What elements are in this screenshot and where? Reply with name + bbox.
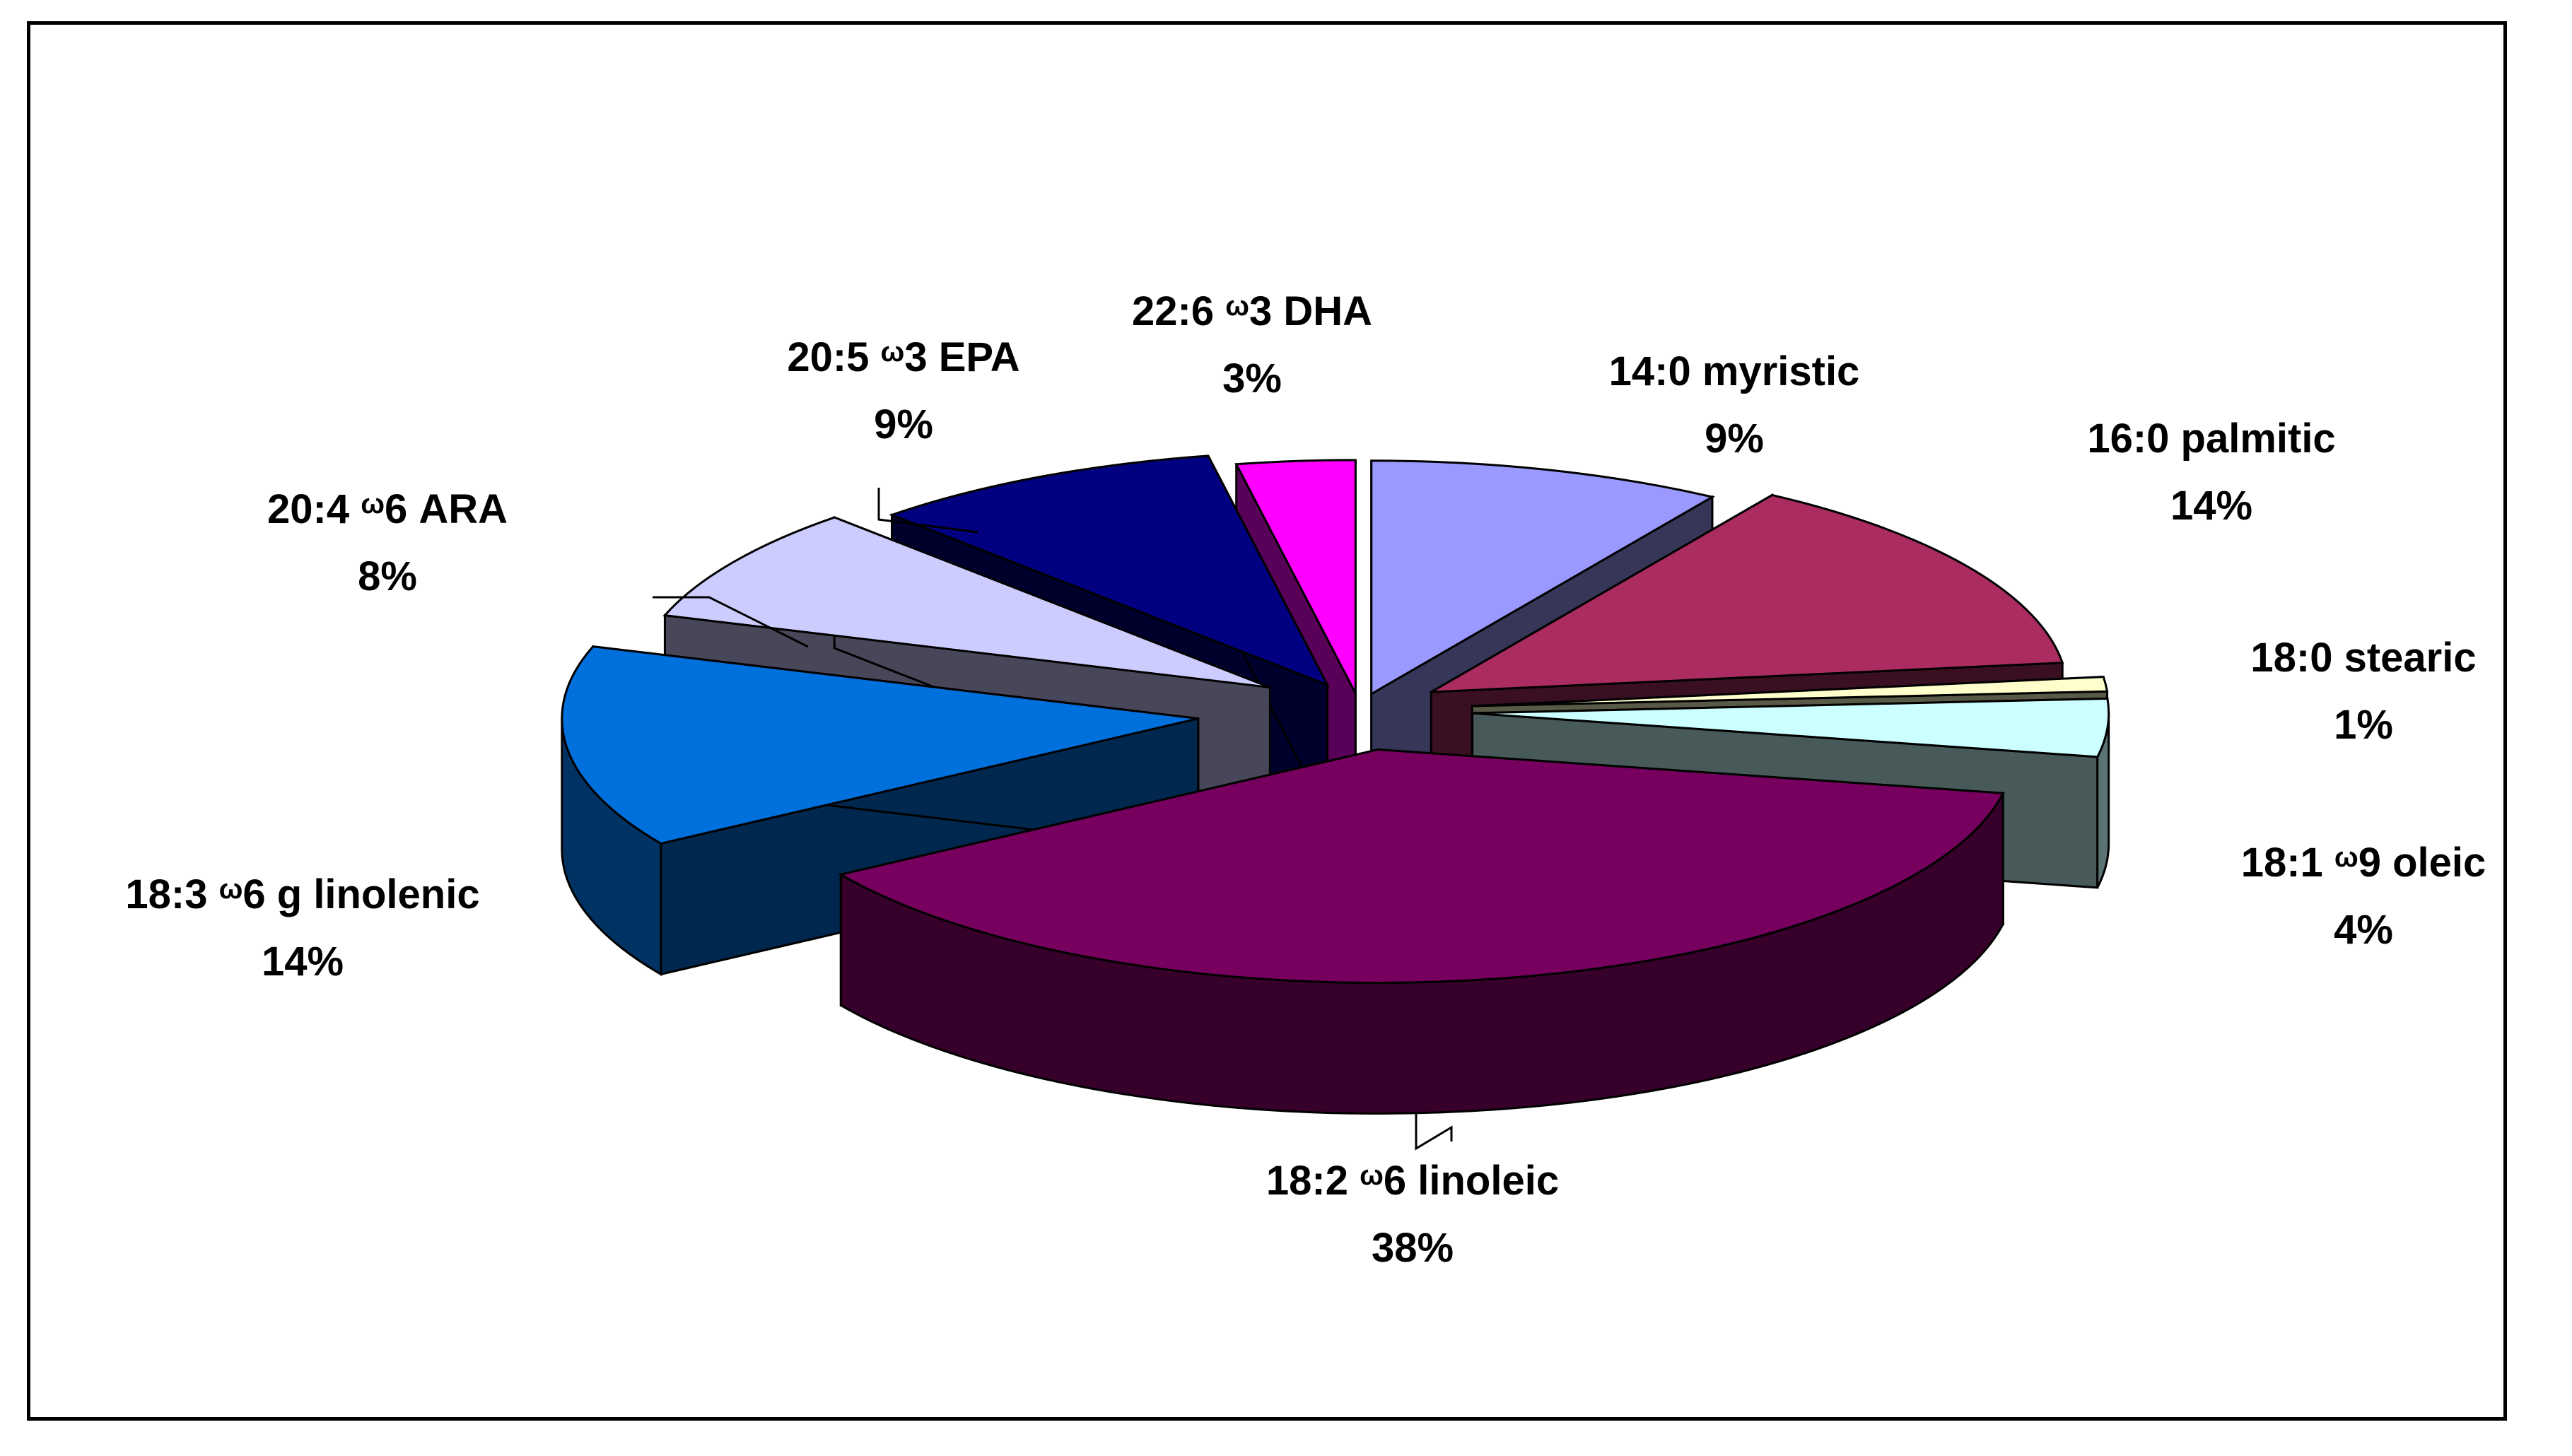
slice-label: 18:3 ω6 g linolenic [125, 871, 479, 917]
slice-percent: 3% [1222, 356, 1282, 401]
slice-label-suffix: 6 g linolenic [242, 871, 479, 917]
slice-percent: 9% [1705, 416, 1764, 462]
slice-top [889, 454, 1330, 687]
chart-frame: 14:0 myristic 9% 16:0 palmitic 14% 18:0 stea… [27, 21, 2507, 1421]
slice-top [1472, 676, 2109, 708]
slice-label-name: 18:1 [2241, 840, 2334, 886]
pie-slice [838, 748, 2005, 1115]
slice-label-suffix: 9 oleic [2358, 840, 2486, 886]
omega-symbol: ω [361, 488, 385, 519]
slice-label-name: 18:3 [125, 871, 218, 917]
omega-symbol: ω [1225, 290, 1249, 322]
pie-chart: 14:0 myristic 9% 16:0 palmitic 14% 18:0 stea… [125, 288, 2486, 1271]
slice-label-name: 18:2 [1266, 1158, 1360, 1204]
slice-label: 18:0 stearic [2250, 635, 2476, 681]
omega-symbol: ω [1360, 1160, 1384, 1191]
slice-percent: 1% [2334, 702, 2393, 748]
slice-percent: 14% [2170, 483, 2252, 529]
slice-label-name: 22:6 [1132, 288, 1225, 334]
slice-label-name: 18:0 [2250, 635, 2344, 681]
slice-top [1234, 459, 1357, 694]
slice-label-name: 14:0 [1609, 348, 1702, 394]
slice-label-suffix: 6 linoleic [1384, 1158, 1559, 1204]
slice-top [1430, 493, 2064, 693]
slice-percent: 14% [262, 939, 344, 985]
omega-symbol: ω [219, 874, 243, 905]
slice-label-suffix: myristic [1702, 348, 1859, 394]
slice-label-suffix: 3 EPA [904, 334, 1019, 380]
omega-symbol: ω [881, 336, 905, 368]
pie-slice [561, 645, 1200, 977]
slice-label-suffix: stearic [2344, 635, 2477, 681]
slice-label-suffix: 3 DHA [1249, 288, 1372, 334]
slice-top [1472, 697, 2110, 758]
slice-top [561, 645, 1199, 845]
pie-slices [561, 454, 2110, 1115]
slice-labels: 14:0 myristic 9% 16:0 palmitic 14% 18:0 stea… [125, 288, 2486, 1271]
slice-label: 18:1 ω9 oleic [2241, 840, 2486, 886]
slice-top [662, 516, 1270, 689]
leader-line [653, 596, 809, 648]
slice-top [1370, 459, 1716, 696]
slice-percent: 4% [2334, 907, 2393, 953]
slice-label-suffix: palmitic [2181, 416, 2336, 462]
slice-label-name: 20:4 [267, 486, 361, 532]
slice-label: 18:2 ω6 linoleic [1266, 1158, 1559, 1204]
slice-label: 22:6 ω3 DHA [1132, 288, 1372, 334]
slice-label-name: 16:0 [2087, 416, 2180, 462]
leader-lines [653, 488, 1453, 1151]
slice-label-suffix: 6 ARA [385, 486, 508, 532]
slice-label: 14:0 myristic [1609, 348, 1860, 394]
slice-percent: 9% [874, 401, 933, 447]
slice-label: 16:0 palmitic [2087, 416, 2335, 462]
slice-label-name: 20:5 [787, 334, 880, 380]
leader-line [1415, 1113, 1453, 1151]
slice-percent: 8% [358, 553, 417, 599]
slice-percent: 38% [1372, 1225, 1454, 1271]
omega-symbol: ω [2334, 842, 2358, 873]
slice-label: 20:5 ω3 EPA [787, 334, 1019, 380]
leader-line [877, 488, 978, 534]
slice-label: 20:4 ω6 ARA [267, 486, 508, 532]
slice-top [838, 748, 2005, 984]
